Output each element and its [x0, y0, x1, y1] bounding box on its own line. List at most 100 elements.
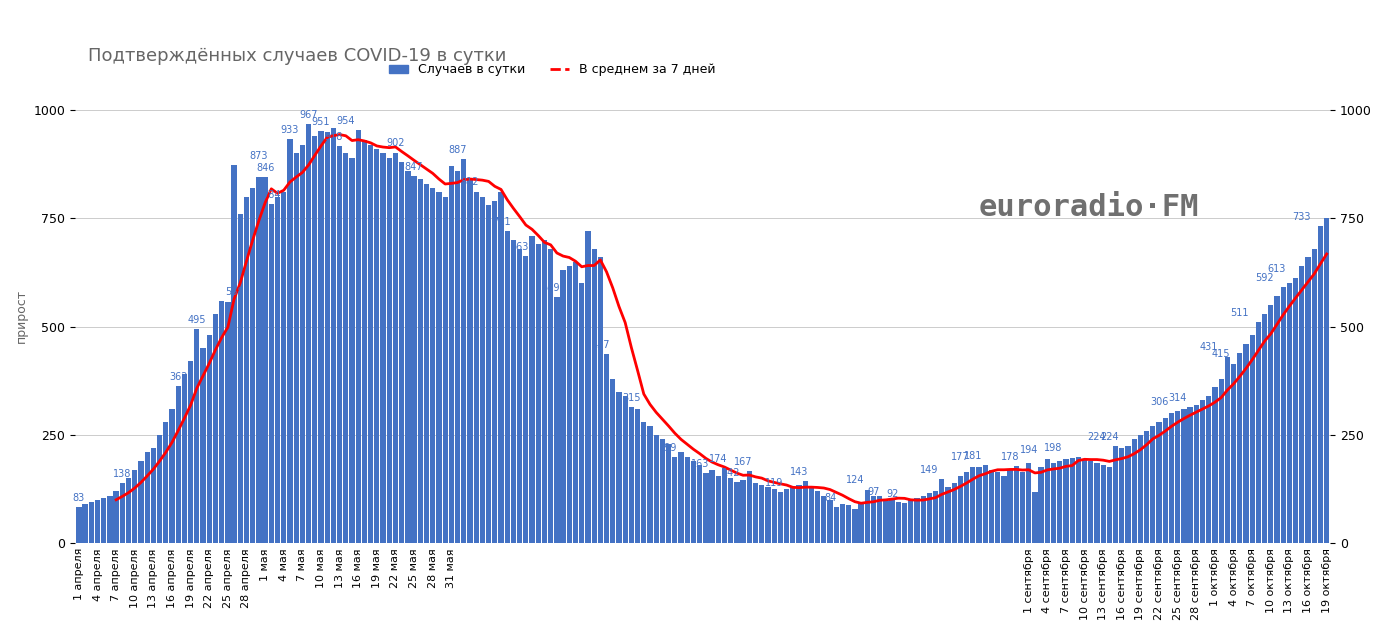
Bar [1026, 463, 1032, 544]
Bar [1057, 461, 1062, 544]
Bar [325, 132, 330, 544]
Bar [257, 177, 262, 544]
Bar [1125, 446, 1130, 544]
Bar [412, 177, 416, 544]
Text: 119: 119 [766, 478, 784, 488]
Bar [1162, 418, 1168, 544]
Bar [1219, 378, 1223, 544]
Bar [1044, 459, 1050, 544]
Bar [796, 485, 802, 544]
Bar [89, 502, 94, 544]
Bar [212, 314, 218, 544]
Bar [710, 470, 714, 544]
Bar [1187, 407, 1193, 544]
Bar [1194, 404, 1198, 544]
Text: 84: 84 [824, 493, 836, 503]
Bar [914, 498, 920, 544]
Text: 177: 177 [951, 453, 970, 462]
Bar [164, 422, 168, 544]
Text: 362: 362 [169, 372, 187, 382]
Bar [350, 158, 355, 544]
Bar [1157, 422, 1162, 544]
Bar [1137, 435, 1143, 544]
Bar [889, 500, 895, 544]
Bar [976, 467, 982, 544]
Bar [417, 180, 423, 544]
Bar [337, 145, 343, 544]
Text: 224: 224 [1100, 432, 1119, 442]
Bar [250, 188, 255, 544]
Bar [791, 487, 795, 544]
Bar [685, 457, 689, 544]
Bar [784, 489, 789, 544]
Bar [585, 231, 591, 544]
Bar [939, 479, 945, 544]
Bar [1280, 287, 1286, 544]
Bar [1076, 457, 1080, 544]
Bar [1243, 344, 1248, 544]
Bar [951, 483, 957, 544]
Bar [473, 192, 479, 544]
Bar [76, 507, 82, 544]
Bar [648, 426, 653, 544]
Text: 163: 163 [691, 458, 709, 469]
Text: 954: 954 [337, 116, 355, 126]
Text: 951: 951 [312, 117, 330, 127]
Bar [958, 476, 963, 544]
Text: 812: 812 [460, 177, 480, 187]
Bar [635, 409, 641, 544]
Bar [716, 476, 721, 544]
Bar [1064, 459, 1068, 544]
Bar [1019, 472, 1025, 544]
Text: 83: 83 [72, 493, 85, 503]
Bar [523, 256, 528, 544]
Y-axis label: прирост: прирост [15, 289, 28, 343]
Bar [1119, 448, 1125, 544]
Bar [362, 140, 368, 544]
Bar [1039, 467, 1044, 544]
Bar [964, 472, 970, 544]
Bar [542, 240, 546, 544]
Bar [548, 249, 553, 544]
Bar [1207, 396, 1211, 544]
Bar [307, 124, 311, 544]
Bar [1007, 470, 1013, 544]
Bar [225, 302, 230, 544]
Bar [884, 501, 889, 544]
Bar [1230, 363, 1236, 544]
Bar [1112, 446, 1118, 544]
Bar [641, 422, 646, 544]
Bar [194, 329, 200, 544]
Bar [864, 490, 870, 544]
Bar [927, 493, 932, 544]
Bar [871, 496, 877, 544]
Bar [666, 444, 671, 544]
Bar [107, 496, 112, 544]
Bar [82, 504, 87, 544]
Bar [282, 192, 286, 544]
Bar [219, 301, 225, 544]
Bar [455, 171, 460, 544]
Bar [721, 468, 727, 544]
Text: 314: 314 [1168, 393, 1187, 403]
Bar [821, 496, 827, 544]
Bar [859, 502, 864, 544]
Bar [834, 507, 839, 544]
Bar [1014, 466, 1019, 544]
Bar [1089, 461, 1093, 544]
Bar [1262, 314, 1268, 544]
Bar [803, 481, 807, 544]
Text: 592: 592 [1255, 272, 1273, 283]
Bar [1094, 463, 1100, 544]
Text: 415: 415 [1212, 349, 1230, 359]
Bar [741, 481, 746, 544]
Bar [1318, 226, 1323, 544]
Bar [1325, 218, 1329, 544]
Bar [1300, 266, 1305, 544]
Bar [555, 297, 559, 544]
Text: 198: 198 [1044, 443, 1062, 453]
Bar [424, 184, 429, 544]
Bar [1225, 357, 1230, 544]
Bar [207, 335, 212, 544]
Bar [380, 154, 386, 544]
